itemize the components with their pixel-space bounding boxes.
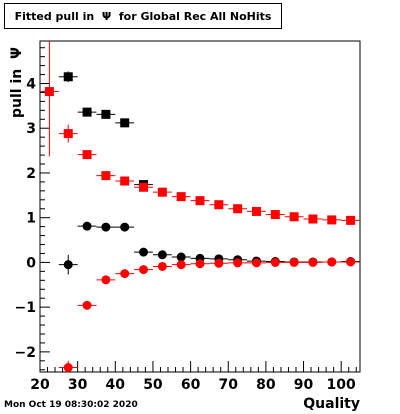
- data-point-circle: [63, 363, 73, 373]
- x-tick-label: 20: [30, 377, 50, 393]
- x-axis-label: Quality: [303, 396, 360, 412]
- data-point-square: [44, 87, 54, 97]
- data-series: [58, 257, 360, 373]
- data-point-square: [101, 171, 111, 181]
- data-point-circle: [157, 250, 167, 260]
- x-tick-label: 70: [218, 377, 238, 393]
- data-point-circle: [157, 261, 167, 271]
- data-point-square: [120, 176, 130, 186]
- data-point-square: [139, 182, 149, 192]
- chart-title-box: Fitted pull in Ψ for Global Rec All NoHi…: [4, 3, 282, 29]
- data-point-circle: [176, 260, 186, 270]
- y-tick-label: 1: [26, 211, 36, 227]
- timestamp: Mon Oct 19 08:30:02 2020: [4, 400, 138, 410]
- data-point-square: [233, 204, 243, 214]
- data-point-square: [176, 192, 186, 202]
- data-point-square: [346, 215, 356, 225]
- data-point-circle: [214, 258, 224, 268]
- data-point-circle: [139, 247, 149, 257]
- data-point-circle: [139, 265, 149, 275]
- data-point-circle: [120, 222, 130, 232]
- y-axis-label: pull in Ψ: [9, 47, 25, 118]
- data-point-circle: [63, 260, 73, 270]
- x-tick-label: 80: [256, 377, 276, 393]
- data-point-circle: [120, 269, 130, 279]
- data-point-circle: [101, 275, 111, 285]
- data-point-square: [63, 129, 73, 139]
- data-point-circle: [270, 257, 280, 267]
- data-point-square: [82, 150, 92, 160]
- data-point-circle: [176, 252, 186, 262]
- data-point-square: [101, 109, 111, 119]
- data-point-square: [289, 212, 299, 222]
- data-point-square: [195, 196, 205, 206]
- data-point-square: [270, 210, 280, 220]
- y-tick-label: 3: [26, 121, 36, 137]
- data-series: [58, 221, 360, 275]
- x-tick-label: 40: [106, 377, 126, 393]
- data-point-circle: [101, 222, 111, 232]
- x-tick-label: 50: [143, 377, 163, 393]
- x-tick-label: 60: [181, 377, 201, 393]
- data-point-square: [82, 107, 92, 117]
- y-tick-label: 2: [26, 166, 36, 182]
- chart-title: Fitted pull in Ψ for Global Rec All NoHi…: [14, 10, 272, 23]
- data-point-circle: [82, 300, 92, 310]
- y-tick-label: 4: [26, 76, 36, 92]
- data-point-circle: [233, 258, 243, 268]
- x-tick-label: 30: [68, 377, 88, 393]
- data-point-square: [308, 214, 318, 224]
- y-tick-label: 0: [26, 255, 36, 271]
- data-point-square: [120, 118, 130, 128]
- data-point-circle: [195, 259, 205, 269]
- x-tick-label: 90: [294, 377, 314, 393]
- data-series: [40, 41, 360, 225]
- y-tick-label: −2: [15, 345, 36, 361]
- data-point-square: [63, 72, 73, 82]
- data-point-circle: [308, 257, 318, 267]
- x-tick-label: 100: [327, 377, 356, 393]
- data-point-circle: [251, 258, 261, 268]
- data-point-circle: [327, 257, 337, 267]
- data-point-square: [251, 206, 261, 216]
- data-point-circle: [346, 257, 356, 267]
- y-tick-label: −1: [15, 300, 36, 316]
- data-point-square: [327, 215, 337, 225]
- data-point-circle: [82, 221, 92, 231]
- data-point-square: [214, 200, 224, 210]
- data-point-square: [157, 187, 167, 197]
- plot-frame: [39, 40, 361, 373]
- data-point-circle: [289, 257, 299, 267]
